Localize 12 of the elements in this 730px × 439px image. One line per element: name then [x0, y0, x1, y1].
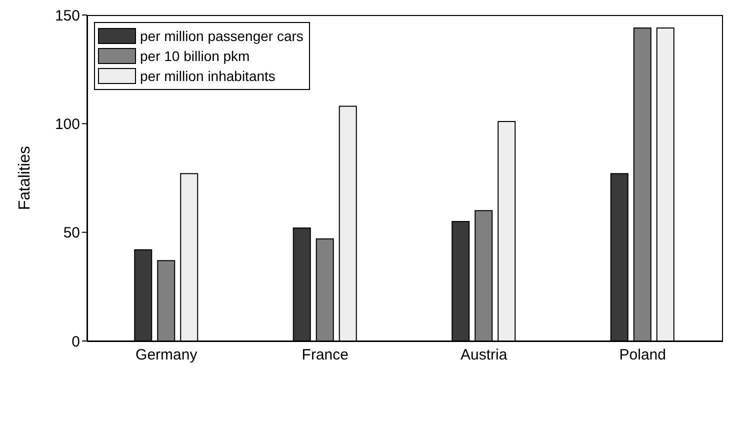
y-tick-label: 100	[54, 116, 80, 133]
y-axis-title: Fatalities	[16, 146, 34, 210]
y-tick-label: 0	[72, 333, 80, 350]
x-tick-label: Austria	[460, 346, 508, 364]
legend-label: per million inhabitants	[140, 68, 276, 84]
y-tick-label: 150	[54, 7, 80, 24]
legend-label: per million passenger cars	[140, 28, 304, 44]
x-tick-label: Poland	[619, 346, 666, 364]
x-tick-label: France	[302, 346, 348, 364]
x-tick-label: Germany	[136, 346, 198, 364]
y-tick-label: 50	[63, 224, 80, 242]
legend-label: per 10 billion pkm	[140, 48, 250, 64]
